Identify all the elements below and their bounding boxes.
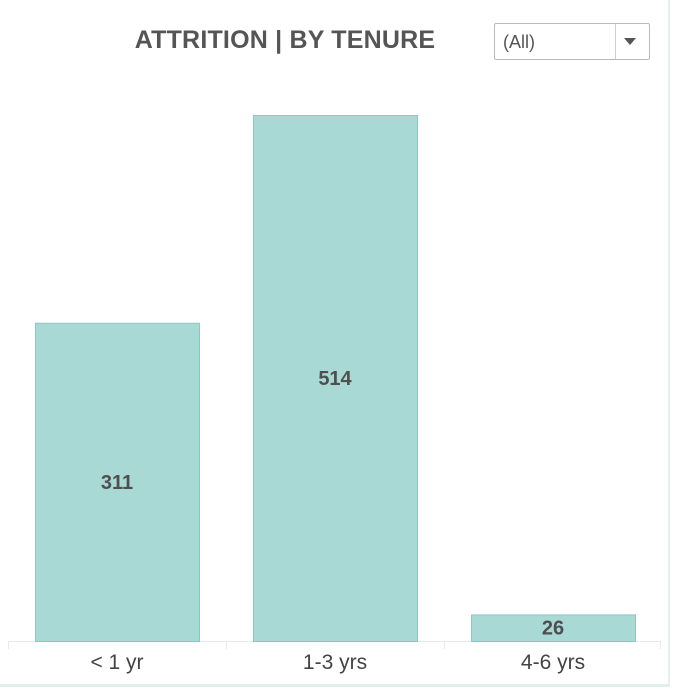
bar-value-label: 26	[542, 618, 564, 640]
dropdown-divider	[615, 24, 616, 59]
tenure-filter-dropdown[interactable]: (All)	[494, 23, 650, 60]
chart-title: ATTRITION | BY TENURE	[134, 26, 436, 54]
bar[interactable]	[471, 614, 636, 643]
bar[interactable]	[35, 322, 200, 642]
chevron-down-icon[interactable]	[624, 38, 636, 45]
bar-chart: 311 < 1 yr 514 1-3 yrs 26 4-6 yrs	[8, 115, 661, 674]
filter-selected-value: (All)	[503, 32, 535, 52]
bar-value-label: 311	[101, 472, 133, 494]
bar-value-label: 514	[318, 368, 352, 390]
x-tick-label: 1-3 yrs	[303, 651, 367, 674]
x-tick-label: 4-6 yrs	[521, 651, 585, 674]
x-tick-label: < 1 yr	[90, 651, 143, 674]
bar[interactable]	[253, 115, 418, 642]
